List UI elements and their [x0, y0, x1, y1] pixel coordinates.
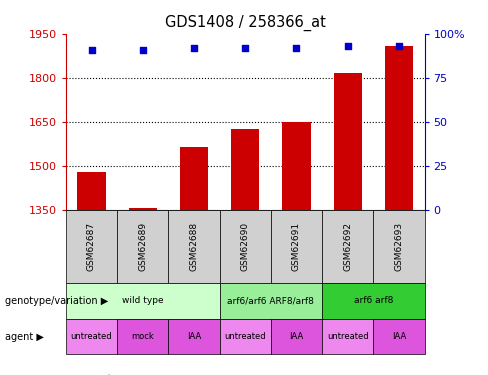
Bar — [129, 208, 157, 210]
Text: IAA: IAA — [392, 332, 406, 341]
Text: mock: mock — [131, 332, 154, 341]
Text: GSM62690: GSM62690 — [241, 222, 250, 271]
Text: genotype/variation ▶: genotype/variation ▶ — [5, 296, 108, 306]
Text: untreated: untreated — [71, 332, 112, 341]
Title: GDS1408 / 258366_at: GDS1408 / 258366_at — [165, 15, 325, 31]
Text: agent ▶: agent ▶ — [5, 332, 44, 342]
Text: ■  count: ■ count — [66, 374, 112, 375]
Point — [88, 46, 96, 53]
Text: GSM62692: GSM62692 — [343, 222, 352, 271]
Text: GSM62689: GSM62689 — [138, 222, 147, 271]
Bar — [385, 45, 413, 210]
Point — [190, 45, 198, 51]
Bar — [180, 147, 208, 210]
Text: IAA: IAA — [187, 332, 201, 341]
Text: IAA: IAA — [289, 332, 304, 341]
Bar — [283, 123, 310, 210]
Point — [242, 45, 249, 51]
Text: GSM62688: GSM62688 — [189, 222, 199, 271]
Text: arf6/arf6 ARF8/arf8: arf6/arf6 ARF8/arf8 — [227, 296, 314, 305]
Text: untreated: untreated — [327, 332, 368, 341]
Text: GSM62687: GSM62687 — [87, 222, 96, 271]
Point — [344, 43, 352, 49]
Text: wild type: wild type — [122, 296, 163, 305]
Point — [293, 45, 301, 51]
Point — [395, 43, 403, 49]
Point — [139, 46, 147, 53]
Bar — [231, 129, 259, 210]
Text: GSM62693: GSM62693 — [394, 222, 404, 271]
Bar — [78, 172, 105, 210]
Text: untreated: untreated — [224, 332, 266, 341]
Bar — [334, 74, 362, 210]
Text: arf6 arf8: arf6 arf8 — [354, 296, 393, 305]
Text: GSM62691: GSM62691 — [292, 222, 301, 271]
